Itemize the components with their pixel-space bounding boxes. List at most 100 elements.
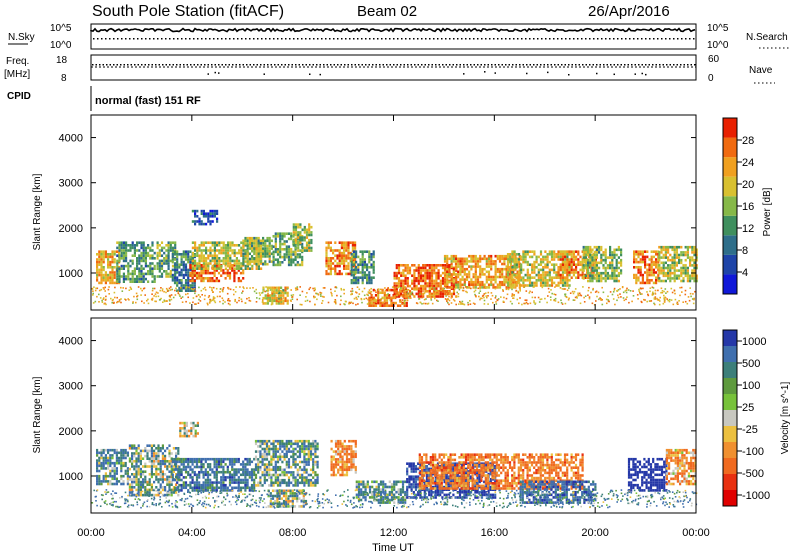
noise-cell (188, 286, 190, 289)
scatter-cell (655, 281, 658, 285)
scatter-cell (178, 457, 181, 461)
noise-cell (379, 288, 382, 291)
noise-cell (502, 290, 504, 292)
scatter-cell (246, 262, 249, 266)
scatter-cell (272, 452, 275, 456)
noise-cell (224, 301, 226, 303)
scatter-cell (600, 261, 603, 265)
scatter-cell (524, 279, 527, 282)
scatter-cell (128, 444, 131, 447)
scatter-cell (176, 258, 179, 261)
scatter-cell (109, 456, 112, 460)
scatter-cell (303, 238, 306, 242)
scatter-cell (388, 296, 391, 300)
scatter-cell (100, 456, 103, 460)
scatter-cell (215, 481, 218, 484)
noise-cell (513, 294, 515, 296)
scatter-cell (235, 470, 238, 474)
scatter-cell (270, 252, 273, 256)
scatter-cell (135, 470, 138, 473)
scatter-cell (496, 283, 499, 287)
scatter-cell (161, 447, 164, 450)
scatter-cell (301, 249, 304, 252)
scatter-cell (280, 286, 283, 290)
noise-cell (165, 291, 167, 294)
scatter-cell (479, 270, 482, 274)
scatter-cell (413, 287, 416, 290)
scatter-cell (539, 258, 543, 261)
scatter-cell (444, 264, 447, 267)
scatter-cell (169, 249, 172, 252)
scatter-cell (276, 442, 280, 446)
noise-cell (474, 289, 477, 292)
scatter-cell (109, 276, 112, 279)
scatter-cell (350, 260, 353, 264)
scatter-cell (474, 280, 477, 284)
scatter-cell (693, 269, 696, 272)
scatter-cell (173, 489, 177, 492)
scatter-cell (272, 468, 275, 472)
scatter-cell (686, 274, 689, 278)
scatter-cell (474, 278, 477, 281)
scatter-cell (181, 434, 184, 438)
scatter-cell (194, 244, 197, 247)
scatter-cell (263, 478, 266, 482)
scatter-cell (609, 245, 612, 249)
scatter-cell (198, 277, 201, 280)
scatter-cell (238, 259, 241, 263)
noise-cell (573, 290, 576, 293)
noise-cell (574, 288, 577, 290)
noise-cell (211, 287, 213, 289)
noise-cell (512, 297, 515, 299)
scatter-cell (695, 274, 698, 278)
scatter-cell (388, 294, 391, 297)
scatter-cell (272, 447, 275, 451)
scatter-cell (235, 244, 238, 247)
scatter-cell (142, 483, 145, 486)
scatter-cell (572, 271, 575, 274)
scatter-cell (140, 257, 143, 260)
scatter-cell (568, 266, 571, 269)
scatter-cell (370, 263, 373, 266)
scatter-cell (220, 483, 223, 487)
noise-cell (227, 302, 230, 305)
noise-cell (380, 298, 383, 301)
scatter-cell (363, 258, 366, 261)
scatter-cell (155, 467, 158, 471)
scatter-cell (171, 279, 174, 282)
scatter-cell (305, 233, 309, 237)
scatter-cell (368, 271, 371, 274)
scatter-cell (270, 484, 273, 487)
scatter-cell (680, 253, 683, 257)
scatter-cell (533, 268, 536, 272)
scatter-cell (233, 249, 236, 252)
scatter-cell (637, 250, 640, 253)
scatter-cell (620, 248, 623, 252)
scatter-cell (472, 260, 475, 263)
scatter-cell (327, 262, 330, 265)
scatter-cell (174, 246, 177, 250)
noise-cell (670, 287, 673, 290)
scatter-cell (385, 304, 389, 307)
scatter-cell (242, 255, 245, 258)
scatter-cell (100, 268, 103, 272)
scatter-cell (211, 257, 214, 260)
scatter-cell (361, 276, 364, 279)
noise-cell (212, 291, 214, 293)
scatter-cell (347, 264, 350, 268)
scatter-cell (609, 248, 612, 252)
scatter-cell (370, 299, 373, 302)
scatter-cell (268, 465, 271, 469)
scatter-cell (684, 245, 687, 249)
scatter-cell (178, 279, 181, 282)
scatter-cell (662, 266, 665, 270)
scatter-cell (589, 261, 592, 265)
scatter-cell (172, 470, 175, 473)
noise-cell (684, 293, 687, 296)
scatter-cell (100, 279, 103, 282)
scatter-cell (470, 257, 473, 261)
scatter-cell (222, 457, 225, 461)
noise-cell (381, 288, 383, 291)
scatter-cell (575, 263, 578, 266)
scatter-cell (120, 241, 123, 244)
